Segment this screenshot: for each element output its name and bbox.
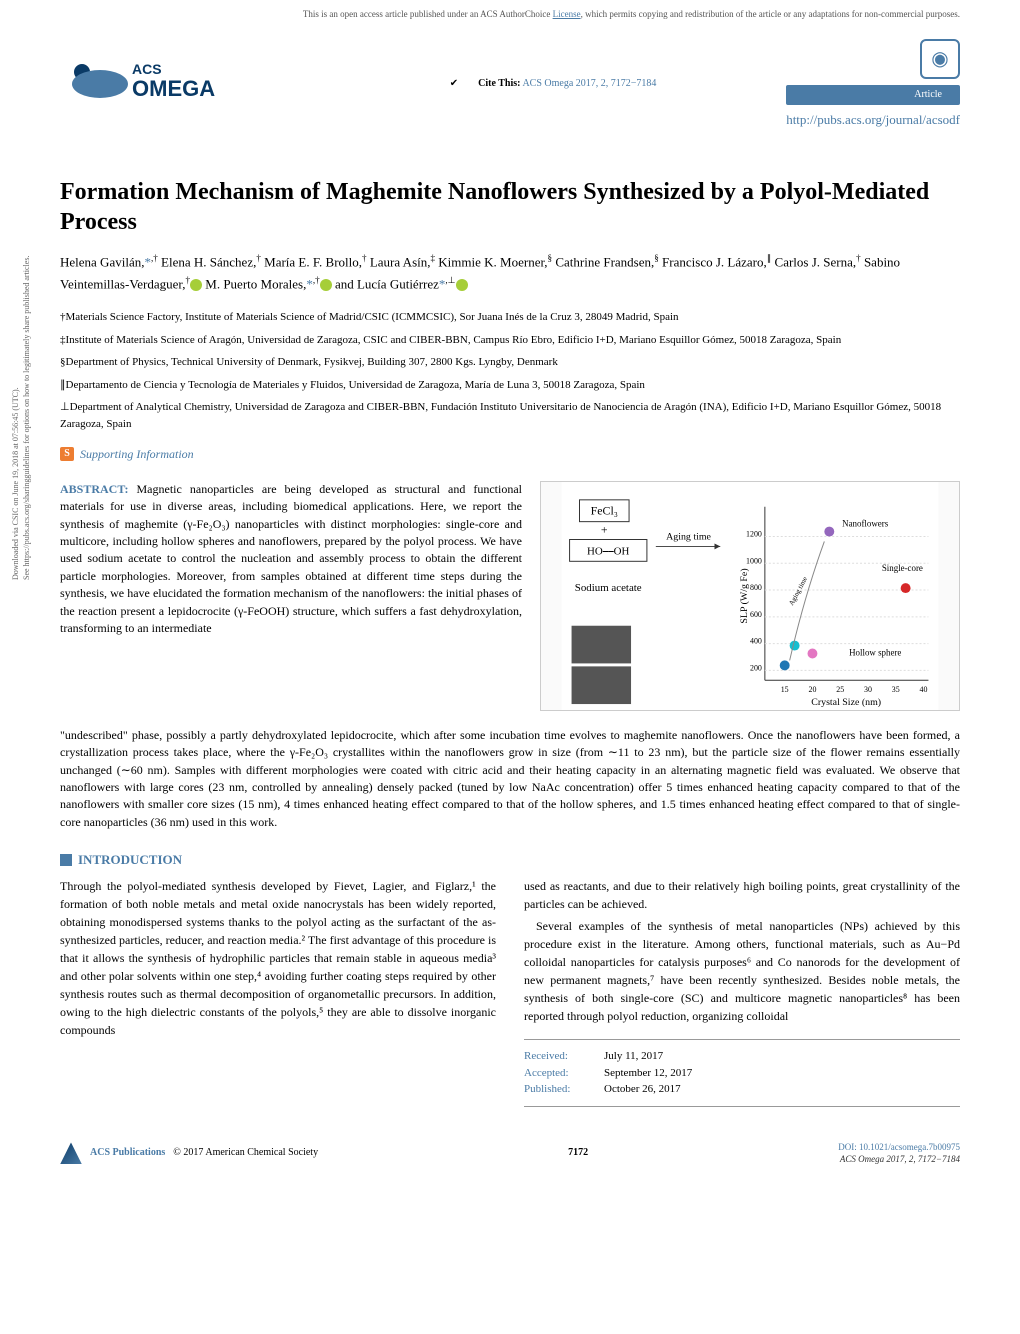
svg-text:+: + <box>601 522 608 536</box>
supporting-info-badge-icon: S <box>60 447 74 461</box>
cite-icon: ✔ <box>450 77 458 91</box>
intro-paragraph-2b: Several examples of the synthesis of met… <box>524 917 960 1025</box>
footer-doi[interactable]: DOI: 10.1021/acsomega.7b00975 <box>838 1141 960 1154</box>
authorchoice-badge-icon: ◉ <box>920 39 960 79</box>
svg-text:1000: 1000 <box>746 556 762 565</box>
body-columns: Through the polyol-mediated synthesis de… <box>60 877 960 1107</box>
right-badges: ◉ Article http://pubs.acs.org/journal/ac… <box>786 39 960 129</box>
svg-text:Nanoflowers: Nanoflowers <box>842 518 889 528</box>
license-bar: This is an open access article published… <box>0 0 1020 29</box>
abstract-text-col: ABSTRACT: Magnetic nanoparticles are bei… <box>60 481 522 711</box>
license-text: This is an open access article published… <box>303 9 960 19</box>
author-list: Helena Gavilán,*,† Elena H. Sánchez,† Ma… <box>60 251 960 295</box>
intro-heading-text: INTRODUCTION <box>78 851 182 869</box>
svg-text:200: 200 <box>750 663 762 672</box>
journal-url[interactable]: http://pubs.acs.org/journal/acsodf <box>786 111 960 129</box>
accepted-date: September 12, 2017 <box>604 1065 692 1082</box>
supporting-info-label: Supporting Information <box>80 446 194 463</box>
footer-copyright: © 2017 American Chemical Society <box>173 1146 318 1160</box>
article-type-pill: Article <box>786 85 960 105</box>
footer-page-number: 7172 <box>568 1146 588 1160</box>
svg-text:30: 30 <box>864 685 872 694</box>
svg-text:600: 600 <box>750 610 762 619</box>
side-text-2: See https://pubs.acs.org/sharingguidelin… <box>22 256 31 580</box>
page-footer: ACS Publications © 2017 American Chemica… <box>0 1127 1020 1180</box>
dates-box: Received: July 11, 2017 Accepted: Septembe… <box>524 1039 960 1107</box>
section-heading-intro: INTRODUCTION <box>60 851 960 869</box>
column-left: Through the polyol-mediated synthesis de… <box>60 877 496 1107</box>
footer-left: ACS Publications © 2017 American Chemica… <box>60 1142 318 1164</box>
svg-text:25: 25 <box>836 685 844 694</box>
orcid-icon[interactable] <box>320 279 332 291</box>
svg-text:Single-core: Single-core <box>882 563 923 573</box>
affiliation-3: §Department of Physics, Technical Univer… <box>60 354 960 371</box>
abstract-para-2: "undescribed" phase, possibly a partly d… <box>60 727 960 831</box>
download-watermark: Downloaded via CSIC on June 19, 2018 at … <box>10 100 32 580</box>
svg-text:40: 40 <box>920 685 928 694</box>
intro-paragraph-2a: used as reactants, and due to their rela… <box>524 877 960 913</box>
svg-text:OMEGA: OMEGA <box>132 76 215 101</box>
received-label: Received: <box>524 1048 594 1065</box>
intro-paragraph-1: Through the polyol-mediated synthesis de… <box>60 877 496 1039</box>
svg-text:Aging time: Aging time <box>666 531 711 542</box>
published-date: October 26, 2017 <box>604 1081 681 1098</box>
affiliation-5: ⊥Department of Analytical Chemistry, Uni… <box>60 399 960 432</box>
svg-text:400: 400 <box>750 636 762 645</box>
svg-text:15: 15 <box>781 685 789 694</box>
svg-text:35: 35 <box>892 685 900 694</box>
abstract-label: ABSTRACT: <box>60 482 128 496</box>
abstract-para-1: Magnetic nanoparticles are being develop… <box>60 482 522 635</box>
page: Downloaded via CSIC on June 19, 2018 at … <box>0 0 1020 1180</box>
main-content: Formation Mechanism of Maghemite Nanoflo… <box>0 139 1020 1127</box>
footer-right: DOI: 10.1021/acsomega.7b00975 ACS Omega … <box>838 1141 960 1166</box>
svg-text:Sodium acetate: Sodium acetate <box>575 582 642 594</box>
supporting-info-link[interactable]: S Supporting Information <box>60 446 960 463</box>
svg-text:SLP (W/g Fe): SLP (W/g Fe) <box>739 568 750 623</box>
received-date: July 11, 2017 <box>604 1048 663 1065</box>
svg-text:FeCl₃: FeCl₃ <box>591 504 618 518</box>
side-text-1: Downloaded via CSIC on June 19, 2018 at … <box>11 387 20 580</box>
svg-text:Hollow sphere: Hollow sphere <box>849 647 901 657</box>
orcid-icon[interactable] <box>190 279 202 291</box>
acs-triangle-icon <box>60 1142 82 1164</box>
svg-text:Crystal Size (nm): Crystal Size (nm) <box>811 697 881 708</box>
svg-text:1200: 1200 <box>746 529 762 538</box>
svg-text:20: 20 <box>808 685 816 694</box>
svg-text:ACS: ACS <box>132 61 162 77</box>
cite-text[interactable]: ACS Omega 2017, 2, 7172−7184 <box>522 78 656 89</box>
article-title: Formation Mechanism of Maghemite Nanoflo… <box>60 177 960 237</box>
license-link[interactable]: License <box>553 9 581 19</box>
svg-text:HO⎯⎯OH: HO⎯⎯OH <box>587 545 629 557</box>
affiliation-2: ‡Institute of Materials Science of Aragó… <box>60 332 960 349</box>
orcid-icon[interactable] <box>456 279 468 291</box>
cite-label: Cite This: <box>478 78 520 89</box>
toc-graphic: FeCl₃ + HO⎯⎯OH Sodium acetate Aging time <box>540 481 960 711</box>
header-row: ACS OMEGA ✔ Cite This: ACS Omega 2017, 2… <box>0 29 1020 139</box>
affiliation-1: †Materials Science Factory, Institute of… <box>60 309 960 326</box>
affiliation-4: ∥Departamento de Ciencia y Tecnología de… <box>60 377 960 394</box>
column-right: used as reactants, and due to their rela… <box>524 877 960 1107</box>
svg-text:800: 800 <box>750 583 762 592</box>
cite-row: ✔ Cite This: ACS Omega 2017, 2, 7172−718… <box>450 77 657 91</box>
published-label: Published: <box>524 1081 594 1098</box>
footer-publisher: ACS Publications <box>90 1146 165 1160</box>
abstract-block: ABSTRACT: Magnetic nanoparticles are bei… <box>60 481 960 711</box>
footer-citation: ACS Omega 2017, 2, 7172−7184 <box>838 1153 960 1166</box>
journal-logo: ACS OMEGA <box>60 49 320 119</box>
accepted-label: Accepted: <box>524 1065 594 1082</box>
